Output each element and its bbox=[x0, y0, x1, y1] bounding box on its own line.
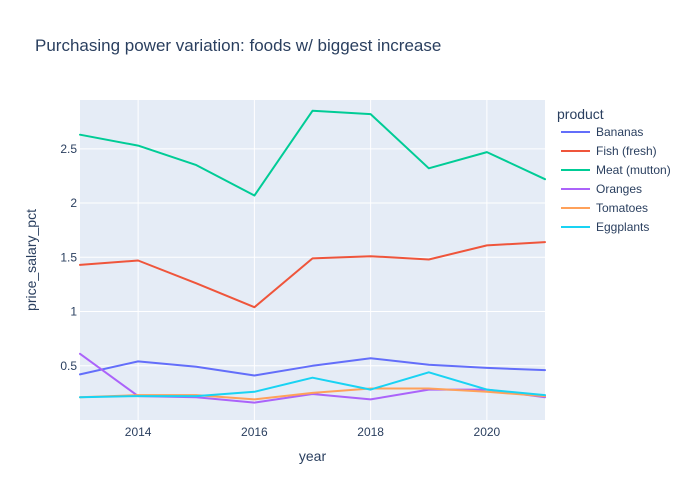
y-tick-label: 0.5 bbox=[60, 359, 77, 373]
legend-item[interactable]: Oranges bbox=[561, 182, 642, 196]
legend-item[interactable]: Tomatoes bbox=[561, 201, 648, 215]
legend-item[interactable]: Fish (fresh) bbox=[561, 144, 657, 158]
x-tick-label: 2016 bbox=[241, 425, 268, 439]
x-axis-ticks: 2014 2016 2018 2020 bbox=[125, 425, 501, 439]
legend-label: Bananas bbox=[596, 125, 643, 139]
x-tick-label: 2020 bbox=[474, 425, 501, 439]
legend-label: Meat (mutton) bbox=[596, 163, 671, 177]
series-line-tomatoes bbox=[79, 387, 546, 401]
x-tick-label: 2018 bbox=[357, 425, 384, 439]
legend-label: Fish (fresh) bbox=[596, 144, 657, 158]
legend-item[interactable]: Eggplants bbox=[561, 220, 649, 234]
legend-label: Eggplants bbox=[596, 220, 649, 234]
series-line-meat-mutton bbox=[79, 109, 546, 197]
series-lines bbox=[79, 109, 546, 404]
series-line-bananas bbox=[79, 357, 546, 377]
chart-title: Purchasing power variation: foods w/ big… bbox=[35, 36, 441, 55]
legend-label: Tomatoes bbox=[596, 201, 648, 215]
y-tick-label: 1.5 bbox=[60, 250, 77, 264]
plot-area bbox=[80, 100, 545, 420]
y-tick-label: 2 bbox=[70, 196, 77, 210]
legend: product Bananas Fish (fresh) Meat (mutton)… bbox=[557, 106, 671, 234]
legend-item[interactable]: Bananas bbox=[561, 125, 643, 139]
y-axis-title: price_salary_pct bbox=[23, 209, 39, 311]
y-axis-ticks: 0.5 1 1.5 2 2.5 bbox=[60, 142, 77, 373]
x-axis-title: year bbox=[299, 448, 327, 464]
y-tick-label: 1 bbox=[70, 305, 77, 319]
y-tick-label: 2.5 bbox=[60, 142, 77, 156]
legend-label: Oranges bbox=[596, 182, 642, 196]
legend-title: product bbox=[557, 106, 604, 122]
x-tick-label: 2014 bbox=[125, 425, 152, 439]
series-line-fish-fresh bbox=[79, 241, 546, 309]
series-line-eggplants bbox=[79, 371, 546, 399]
legend-item[interactable]: Meat (mutton) bbox=[561, 163, 671, 177]
